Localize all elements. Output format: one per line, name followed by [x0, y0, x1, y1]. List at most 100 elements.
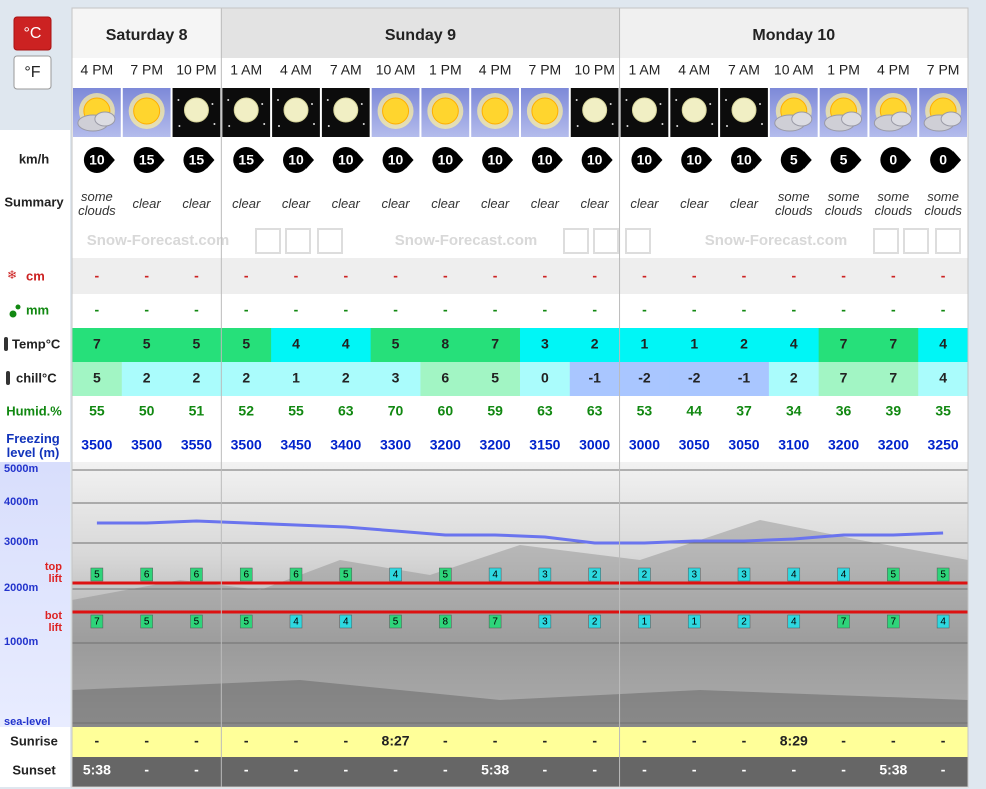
chill-cell [420, 362, 471, 396]
unit-button[interactable] [13, 16, 52, 51]
star [211, 103, 214, 105]
day-header-bg [221, 8, 620, 58]
rain-value: - [841, 302, 846, 318]
lift-box [389, 567, 402, 582]
freezing-value: 3200 [430, 437, 461, 453]
sunrise-value: - [692, 733, 697, 749]
wind-speed: 10 [736, 152, 752, 168]
bot-lift-temp: 5 [144, 617, 150, 628]
time-label: 4 AM [280, 62, 312, 78]
time-label: 4 PM [877, 62, 910, 78]
chill-value: 4 [939, 370, 947, 386]
wind-circle [581, 147, 608, 173]
lift-box [339, 567, 353, 582]
freezing-value: 3200 [828, 437, 859, 453]
row-label: mm [26, 302, 49, 317]
chill-value: 6 [441, 370, 449, 386]
lift-box [488, 614, 502, 629]
lift-box [90, 567, 104, 582]
sunset-value: 5:38 [481, 762, 509, 778]
top-lift-temp: 3 [542, 570, 548, 581]
y-tick-label: sea-level [4, 716, 50, 728]
humidity-value: 70 [388, 403, 404, 419]
freezing-value: 3100 [778, 437, 809, 453]
summary-box: some clouds [775, 189, 813, 218]
lift-box [190, 567, 203, 582]
humidity-value: 36 [836, 403, 852, 419]
temp-cell [719, 328, 770, 362]
wind-speed: 10 [338, 152, 354, 168]
sunrise-row-bg [72, 727, 968, 757]
top-lift-temp: 5 [94, 570, 100, 581]
row-label: cm [26, 268, 45, 283]
forest-shape [72, 680, 968, 727]
temp-cell [520, 328, 571, 362]
chill-cell [868, 362, 919, 396]
summary-box: some clouds [78, 189, 116, 218]
summary: clear [281, 195, 311, 211]
wind-circle [830, 147, 857, 173]
lift-box [837, 567, 850, 582]
lift-box [439, 567, 452, 582]
time-label: 10 PM [574, 62, 614, 78]
watermark: Snow-Forecast.com [87, 232, 230, 249]
sunrise-value: - [841, 733, 846, 749]
sunrise-value: - [95, 733, 100, 749]
row-bg [72, 294, 968, 328]
row-label-box: Freezing level (m) [6, 431, 59, 460]
sunset-value: - [144, 762, 149, 778]
temp-value: 8 [441, 336, 449, 352]
unit-label[interactable]: °F [24, 64, 40, 81]
humidity-value: 63 [537, 403, 553, 419]
sun [133, 97, 161, 125]
top-lift-temp: 6 [243, 570, 249, 581]
star [177, 99, 180, 101]
wind-circle [133, 147, 160, 173]
unit-celsius[interactable]: °C [13, 16, 52, 51]
unit-button[interactable] [13, 55, 52, 90]
bot-lift-temp: 1 [691, 617, 697, 628]
snow-value: - [244, 268, 249, 284]
summary-box: clear [531, 196, 559, 210]
chill-cell [619, 362, 670, 396]
lift-box [439, 614, 452, 629]
wind-circle [531, 147, 558, 173]
star [213, 123, 216, 125]
lift-label-box: top lift [45, 561, 62, 585]
row-label: Summary [4, 194, 64, 209]
summary-box: some clouds [874, 188, 913, 218]
unit-label[interactable]: °C [24, 25, 42, 42]
temp-cell [72, 328, 123, 362]
rain-value: - [294, 302, 299, 318]
top-lift-temp: 4 [841, 570, 847, 581]
sunrise-label-bg [0, 727, 70, 757]
sunset-value: - [294, 762, 299, 778]
cloud [94, 111, 116, 127]
freezing-value: 3500 [131, 437, 162, 453]
sun [431, 97, 459, 125]
lift-box [887, 614, 900, 629]
sun [481, 97, 509, 125]
rain-value: - [95, 302, 100, 318]
snow-value: - [493, 268, 498, 284]
temp-value: 2 [591, 336, 599, 352]
summary: some clouds [874, 188, 913, 218]
lift-box [588, 614, 601, 629]
top-lift-temp: 5 [443, 570, 449, 581]
lift-box [737, 614, 751, 629]
star [575, 99, 578, 101]
unit-fahrenheit[interactable]: °F [13, 55, 52, 90]
bot-lift-temp: 7 [492, 617, 498, 628]
moon [582, 97, 608, 123]
rain-value: - [194, 302, 199, 318]
chill-value: 1 [292, 370, 300, 386]
lift-box [936, 567, 950, 582]
sunrise-value: - [343, 733, 348, 749]
watermark-icon [625, 228, 651, 254]
freezing-value: 3000 [629, 437, 660, 453]
sun [531, 97, 559, 125]
temp-value: 2 [740, 336, 748, 352]
freezing-value: 3500 [81, 437, 112, 453]
time-label: 1 AM [628, 62, 660, 78]
y-tick-label: 5000m [4, 463, 38, 475]
